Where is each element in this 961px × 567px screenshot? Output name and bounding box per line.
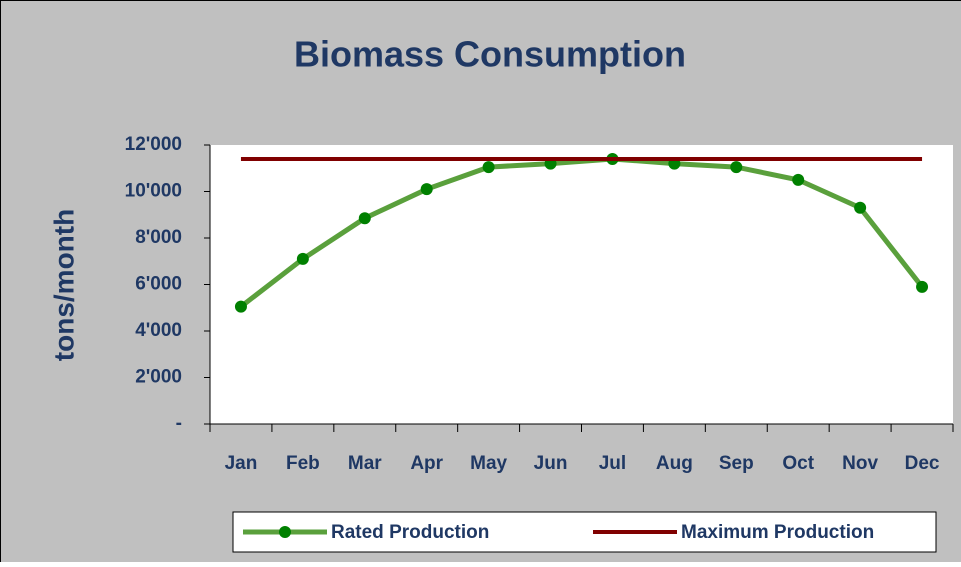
- x-tick-label: Apr: [410, 453, 443, 474]
- x-tick-label: Aug: [656, 453, 693, 474]
- x-tick-label: Oct: [782, 453, 814, 474]
- marker: [854, 202, 866, 214]
- y-tick-label: 8'000: [135, 227, 182, 248]
- x-tick-label: Nov: [842, 453, 878, 474]
- legend-label: Maximum Production: [681, 522, 874, 543]
- marker: [730, 161, 742, 173]
- legend-label: Rated Production: [331, 522, 489, 543]
- y-axis-label: tons/month: [48, 209, 79, 361]
- marker: [916, 281, 928, 293]
- marker: [359, 212, 371, 224]
- marker: [421, 183, 433, 195]
- x-tick-label: Mar: [348, 453, 382, 474]
- y-tick-label: 10'000: [125, 181, 182, 202]
- x-tick-label: Jun: [534, 453, 568, 474]
- x-tick-label: Sep: [719, 453, 754, 474]
- x-tick-label: Jan: [225, 453, 258, 474]
- marker: [235, 301, 247, 313]
- plot-area: [210, 145, 953, 424]
- y-tick-label: -: [176, 413, 182, 434]
- y-tick-label: 4'000: [135, 320, 182, 341]
- x-tick-label: Jul: [599, 453, 626, 474]
- chart-title: Biomass Consumption: [294, 34, 686, 75]
- marker: [297, 253, 309, 265]
- marker: [792, 174, 804, 186]
- marker: [483, 161, 495, 173]
- y-tick-label: 2'000: [135, 367, 182, 388]
- y-tick-label: 12'000: [125, 134, 182, 155]
- y-tick-label: 6'000: [135, 274, 182, 295]
- x-tick-label: Dec: [905, 453, 940, 474]
- x-tick-label: Feb: [286, 453, 320, 474]
- x-tick-label: May: [470, 453, 507, 474]
- legend-marker: [279, 526, 291, 538]
